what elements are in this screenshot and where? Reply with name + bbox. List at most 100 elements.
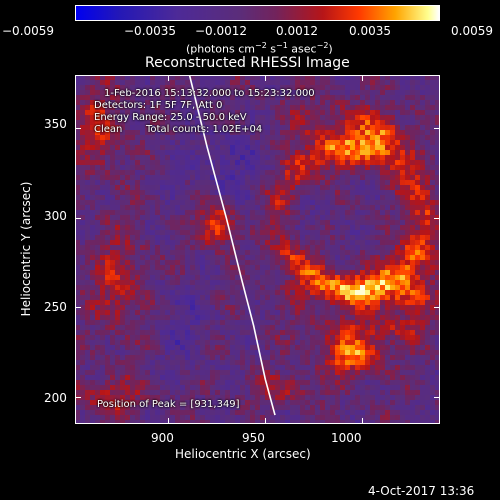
heatmap-cell bbox=[260, 390, 265, 395]
heatmap-cell bbox=[245, 400, 250, 405]
heatmap-cell bbox=[170, 270, 175, 275]
heatmap-cell bbox=[170, 255, 175, 260]
heatmap-cell bbox=[310, 385, 315, 390]
heatmap-cell bbox=[330, 230, 335, 235]
heatmap-cell bbox=[255, 75, 260, 80]
heatmap-cell bbox=[220, 310, 225, 315]
heatmap-cell bbox=[165, 120, 170, 125]
heatmap-cell bbox=[185, 150, 190, 155]
heatmap-cell bbox=[330, 290, 335, 295]
heatmap-cell bbox=[150, 340, 155, 345]
heatmap-cell bbox=[350, 245, 355, 250]
heatmap-cell bbox=[190, 275, 195, 280]
heatmap-cell bbox=[365, 265, 370, 270]
heatmap-cell bbox=[280, 185, 285, 190]
heatmap-cell bbox=[170, 210, 175, 215]
heatmap-cell bbox=[410, 370, 415, 375]
heatmap-cell bbox=[195, 350, 200, 355]
heatmap-cell bbox=[355, 190, 360, 195]
heatmap-cell bbox=[115, 90, 120, 95]
heatmap-cell bbox=[300, 95, 305, 100]
heatmap-cell bbox=[400, 385, 405, 390]
heatmap-cell bbox=[100, 115, 105, 120]
heatmap-cell bbox=[255, 375, 260, 380]
heatmap-cell bbox=[140, 300, 145, 305]
heatmap-cell bbox=[370, 100, 375, 105]
heatmap-cell bbox=[340, 165, 345, 170]
heatmap-cell bbox=[95, 285, 100, 290]
heatmap-cell bbox=[150, 315, 155, 320]
heatmap-cell bbox=[405, 130, 410, 135]
heatmap-cell bbox=[400, 110, 405, 115]
heatmap-cell bbox=[135, 405, 140, 410]
heatmap-cell bbox=[135, 335, 140, 340]
heatmap-cell bbox=[120, 345, 125, 350]
heatmap-cell bbox=[155, 345, 160, 350]
heatmap-cell bbox=[435, 155, 440, 160]
heatmap-cell bbox=[130, 410, 135, 415]
heatmap-cell bbox=[435, 340, 440, 345]
heatmap-cell bbox=[280, 240, 285, 245]
heatmap-cell bbox=[325, 255, 330, 260]
heatmap-cell bbox=[285, 115, 290, 120]
heatmap-cell bbox=[235, 375, 240, 380]
heatmap-cell bbox=[405, 105, 410, 110]
heatmap-cell bbox=[125, 155, 130, 160]
heatmap-cell bbox=[205, 290, 210, 295]
heatmap-cell bbox=[145, 80, 150, 85]
heatmap-cell bbox=[100, 230, 105, 235]
heatmap-cell bbox=[185, 395, 190, 400]
heatmap-cell bbox=[125, 115, 130, 120]
heatmap-cell bbox=[365, 175, 370, 180]
heatmap-cell bbox=[100, 345, 105, 350]
heatmap-cell bbox=[305, 110, 310, 115]
heatmap-cell bbox=[310, 130, 315, 135]
heatmap-cell bbox=[240, 215, 245, 220]
heatmap-cell bbox=[245, 190, 250, 195]
heatmap-cell bbox=[290, 125, 295, 130]
heatmap-cell bbox=[305, 350, 310, 355]
heatmap-cell bbox=[395, 145, 400, 150]
heatmap-cell bbox=[185, 125, 190, 130]
heatmap-cell bbox=[410, 175, 415, 180]
heatmap-cell bbox=[80, 235, 85, 240]
heatmap-cell bbox=[270, 235, 275, 240]
heatmap-cell bbox=[185, 300, 190, 305]
heatmap-cell bbox=[150, 265, 155, 270]
heatmap-cell bbox=[420, 140, 425, 145]
heatmap-cell bbox=[130, 355, 135, 360]
heatmap-cell bbox=[410, 215, 415, 220]
heatmap-cell bbox=[365, 295, 370, 300]
heatmap-cell bbox=[140, 220, 145, 225]
heatmap-cell bbox=[140, 150, 145, 155]
heatmap-cell bbox=[335, 135, 340, 140]
heatmap-cell bbox=[170, 265, 175, 270]
heatmap-cell bbox=[200, 255, 205, 260]
heatmap-cell bbox=[245, 345, 250, 350]
heatmap-cell bbox=[435, 295, 440, 300]
heatmap-cell bbox=[280, 120, 285, 125]
heatmap-cell bbox=[180, 195, 185, 200]
heatmap-cell bbox=[370, 125, 375, 130]
heatmap-cell bbox=[180, 335, 185, 340]
heatmap-cell bbox=[255, 400, 260, 405]
heatmap-cell bbox=[220, 215, 225, 220]
heatmap-cell bbox=[160, 265, 165, 270]
heatmap-cell bbox=[170, 250, 175, 255]
heatmap-cell bbox=[80, 155, 85, 160]
heatmap-cell bbox=[290, 115, 295, 120]
heatmap-cell bbox=[320, 190, 325, 195]
heatmap-cell bbox=[320, 175, 325, 180]
heatmap-cell bbox=[130, 205, 135, 210]
heatmap-cell bbox=[290, 375, 295, 380]
heatmap-cell bbox=[110, 415, 115, 420]
heatmap-cell bbox=[115, 205, 120, 210]
heatmap-cell bbox=[360, 205, 365, 210]
heatmap-cell bbox=[340, 325, 345, 330]
heatmap-cell bbox=[130, 375, 135, 380]
heatmap-cell bbox=[385, 80, 390, 85]
heatmap-cell bbox=[245, 160, 250, 165]
heatmap-cell bbox=[200, 400, 205, 405]
heatmap-cell bbox=[230, 280, 235, 285]
heatmap-cell bbox=[395, 350, 400, 355]
